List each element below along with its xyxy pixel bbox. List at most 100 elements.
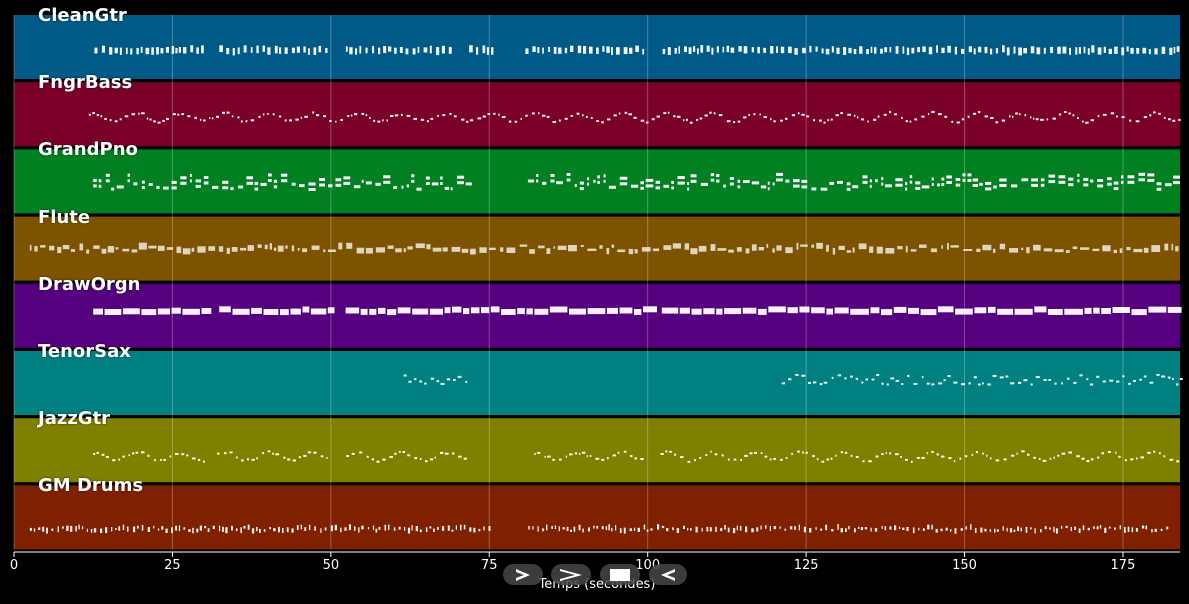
- note: [890, 377, 895, 380]
- note: [1113, 187, 1119, 191]
- note: [1136, 457, 1138, 460]
- note: [335, 178, 342, 182]
- stop-button[interactable]: [600, 564, 640, 585]
- note: [1090, 179, 1094, 183]
- note: [714, 453, 718, 456]
- note: [176, 246, 182, 254]
- rewind-button[interactable]: [649, 564, 687, 585]
- fast-forward-button[interactable]: [551, 564, 591, 585]
- note: [263, 309, 279, 315]
- note: [528, 526, 530, 530]
- note: [347, 115, 350, 117]
- note: [465, 182, 472, 186]
- note: [905, 120, 908, 123]
- note: [910, 249, 917, 252]
- note: [289, 119, 292, 122]
- note: [737, 185, 741, 189]
- note: [382, 119, 384, 122]
- note: [354, 185, 361, 189]
- note: [930, 248, 937, 253]
- note: [1033, 456, 1036, 459]
- note: [463, 524, 466, 530]
- note: [180, 176, 187, 180]
- note: [433, 528, 435, 532]
- note: [946, 181, 952, 184]
- note: [700, 45, 704, 53]
- note: [482, 115, 486, 118]
- note: [1176, 46, 1180, 52]
- note: [118, 458, 121, 461]
- note: [941, 455, 945, 458]
- note: [251, 458, 255, 461]
- track-label: FngrBass: [38, 72, 133, 94]
- note: [1014, 308, 1033, 315]
- note: [419, 380, 423, 383]
- note: [243, 525, 246, 529]
- note: [766, 243, 769, 248]
- note: [940, 528, 943, 532]
- note: [764, 455, 768, 458]
- note: [652, 248, 660, 252]
- note: [836, 47, 840, 55]
- note: [967, 178, 972, 182]
- note: [275, 453, 279, 456]
- note: [163, 458, 166, 461]
- note: [813, 119, 816, 122]
- note: [769, 526, 771, 531]
- note: [587, 182, 590, 186]
- note: [550, 174, 555, 177]
- note: [873, 118, 877, 121]
- note: [408, 380, 412, 383]
- note: [801, 113, 805, 116]
- note: [1161, 375, 1166, 378]
- grid-lines: [13, 15, 1124, 550]
- note: [1033, 244, 1041, 251]
- note: [237, 47, 240, 55]
- note: [361, 112, 365, 115]
- note: [964, 455, 968, 458]
- note: [840, 528, 843, 533]
- note: [901, 116, 903, 119]
- play-button[interactable]: [503, 564, 543, 585]
- note: [1091, 45, 1095, 53]
- note: [140, 46, 143, 53]
- note: [883, 113, 887, 116]
- note: [809, 45, 812, 53]
- note: [256, 45, 259, 54]
- note: [864, 527, 868, 530]
- note: [1097, 456, 1100, 459]
- note: [1135, 120, 1140, 123]
- note: [679, 307, 690, 314]
- note: [593, 179, 596, 183]
- note: [290, 308, 301, 315]
- note: [680, 456, 684, 459]
- note: [615, 525, 617, 531]
- note: [881, 525, 883, 529]
- note: [601, 526, 604, 530]
- note: [808, 382, 811, 384]
- note: [743, 116, 747, 119]
- note: [655, 186, 661, 190]
- note: [378, 307, 386, 314]
- note: [122, 455, 125, 458]
- track-label: GM Drums: [38, 475, 144, 497]
- note: [956, 121, 960, 124]
- note: [856, 116, 859, 119]
- note: [1015, 112, 1018, 115]
- note: [230, 187, 234, 191]
- note: [1179, 378, 1183, 380]
- note: [772, 182, 775, 186]
- note: [208, 246, 216, 251]
- note: [645, 184, 654, 188]
- note: [538, 245, 545, 249]
- note: [875, 179, 878, 183]
- note: [953, 460, 956, 463]
- note: [300, 116, 303, 119]
- note: [811, 307, 825, 314]
- note: [261, 452, 265, 455]
- note: [447, 525, 450, 531]
- note: [974, 528, 977, 533]
- note: [816, 242, 823, 249]
- note: [909, 120, 912, 123]
- note: [794, 48, 798, 55]
